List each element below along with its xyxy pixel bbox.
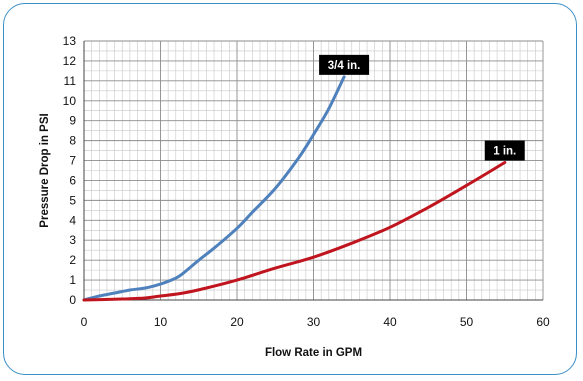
x-tick-label: 0 [81,315,88,329]
series-label-text: 1 in. [493,146,516,158]
y-tick-label: 10 [63,94,77,108]
y-tick-label: 0 [69,293,76,307]
series-line [82,161,507,302]
y-tick-label: 3 [69,233,76,247]
y-tick-label: 11 [64,74,77,88]
y-axis-title: Pressure Drop in PSI [39,113,51,227]
x-tick-label: 50 [460,315,474,329]
y-tick-label: 5 [69,193,76,207]
x-tick-label: 30 [307,315,321,329]
series-label-box [319,54,370,75]
x-tick-label: 40 [383,315,397,329]
y-tick-label: 12 [63,54,77,68]
x-tick-labels: 0 10 20 30 40 50 60 [81,315,550,329]
y-tick-label: 13 [63,34,77,48]
series-labels: 3/4 in. 1 in. [319,54,525,161]
series-lines [82,75,507,302]
series-label: 1 in. [484,140,525,161]
series-label: 3/4 in. [319,54,370,75]
y-tick-label: 7 [69,154,76,168]
series-label-box [484,140,525,161]
major-gridlines [83,40,544,301]
x-tick-label: 60 [536,315,550,329]
y-tick-label: 2 [69,253,76,267]
x-tick-label: 10 [154,315,168,329]
chart-frame [3,3,577,375]
y-tick-label: 9 [69,114,76,128]
y-tick-label: 1 [69,273,76,287]
series-line [82,75,346,302]
axes [83,41,543,301]
x-tick-label: 20 [230,315,244,329]
y-tick-label: 8 [69,134,76,148]
x-axis-title: Flow Rate in GPM [265,347,362,359]
y-tick-label: 4 [69,213,76,227]
series-label-text: 3/4 in. [328,60,361,72]
y-tick-label: 6 [69,173,76,187]
